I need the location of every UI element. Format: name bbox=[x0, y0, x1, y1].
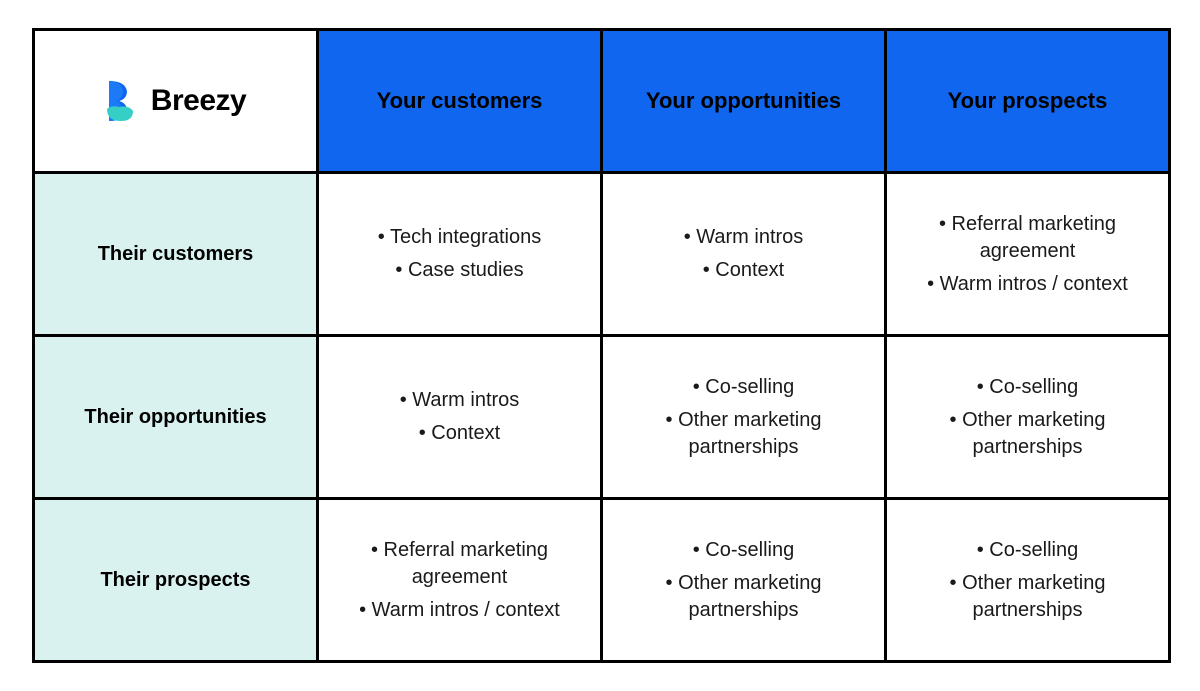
bullet-item: • Other marketing partnerships bbox=[621, 407, 866, 461]
row-their-prospects: Their prospects • Referral marketing agr… bbox=[34, 499, 1170, 662]
bullet-item: • Case studies bbox=[395, 257, 523, 284]
cell-r0-c0: • Tech integrations • Case studies bbox=[318, 173, 602, 336]
row-header-their-opportunities: Their opportunities bbox=[34, 336, 318, 499]
row-their-customers: Their customers • Tech integrations • Cas… bbox=[34, 173, 1170, 336]
bullet-item: • Warm intros / context bbox=[927, 271, 1128, 298]
col-header-your-prospects: Your prospects bbox=[886, 30, 1170, 173]
bullet-item: • Referral marketing agreement bbox=[905, 211, 1150, 265]
bullet-item: • Co-selling bbox=[977, 537, 1078, 564]
col-header-your-customers: Your customers bbox=[318, 30, 602, 173]
bullet-item: • Co-selling bbox=[693, 374, 794, 401]
bullet-item: • Warm intros / context bbox=[359, 597, 560, 624]
cell-r2-c2: • Co-selling • Other marketing partnershi… bbox=[886, 499, 1170, 662]
bullet-item: • Referral marketing agreement bbox=[337, 537, 582, 591]
brand-logo: Breezy bbox=[35, 31, 316, 171]
bullet-item: • Warm intros bbox=[400, 387, 520, 414]
bullet-item: • Other marketing partnerships bbox=[621, 570, 866, 624]
bullet-item: • Context bbox=[419, 420, 500, 447]
bullet-item: • Context bbox=[703, 257, 784, 284]
cell-r1-c0: • Warm intros • Context bbox=[318, 336, 602, 499]
cell-r0-c1: • Warm intros • Context bbox=[602, 173, 886, 336]
bullet-item: • Co-selling bbox=[693, 537, 794, 564]
bullet-item: • Other marketing partnerships bbox=[905, 407, 1150, 461]
matrix-container: Breezy Your customers Your opportunities… bbox=[0, 0, 1200, 691]
row-header-their-customers: Their customers bbox=[34, 173, 318, 336]
row-their-opportunities: Their opportunities • Warm intros • Conte… bbox=[34, 336, 1170, 499]
brand-name: Breezy bbox=[151, 84, 246, 118]
header-row: Breezy Your customers Your opportunities… bbox=[34, 30, 1170, 173]
bullet-item: • Warm intros bbox=[684, 224, 804, 251]
bullet-item: • Other marketing partnerships bbox=[905, 570, 1150, 624]
cell-r2-c1: • Co-selling • Other marketing partnershi… bbox=[602, 499, 886, 662]
cell-r1-c1: • Co-selling • Other marketing partnershi… bbox=[602, 336, 886, 499]
cell-r1-c2: • Co-selling • Other marketing partnershi… bbox=[886, 336, 1170, 499]
col-header-your-opportunities: Your opportunities bbox=[602, 30, 886, 173]
row-header-their-prospects: Their prospects bbox=[34, 499, 318, 662]
corner-cell: Breezy bbox=[34, 30, 318, 173]
partnership-matrix-table: Breezy Your customers Your opportunities… bbox=[32, 28, 1171, 663]
cell-r2-c0: • Referral marketing agreement • Warm int… bbox=[318, 499, 602, 662]
bullet-item: • Tech integrations bbox=[378, 224, 541, 251]
bullet-item: • Co-selling bbox=[977, 374, 1078, 401]
cell-r0-c2: • Referral marketing agreement • Warm int… bbox=[886, 173, 1170, 336]
breezy-logo-icon bbox=[105, 79, 141, 123]
